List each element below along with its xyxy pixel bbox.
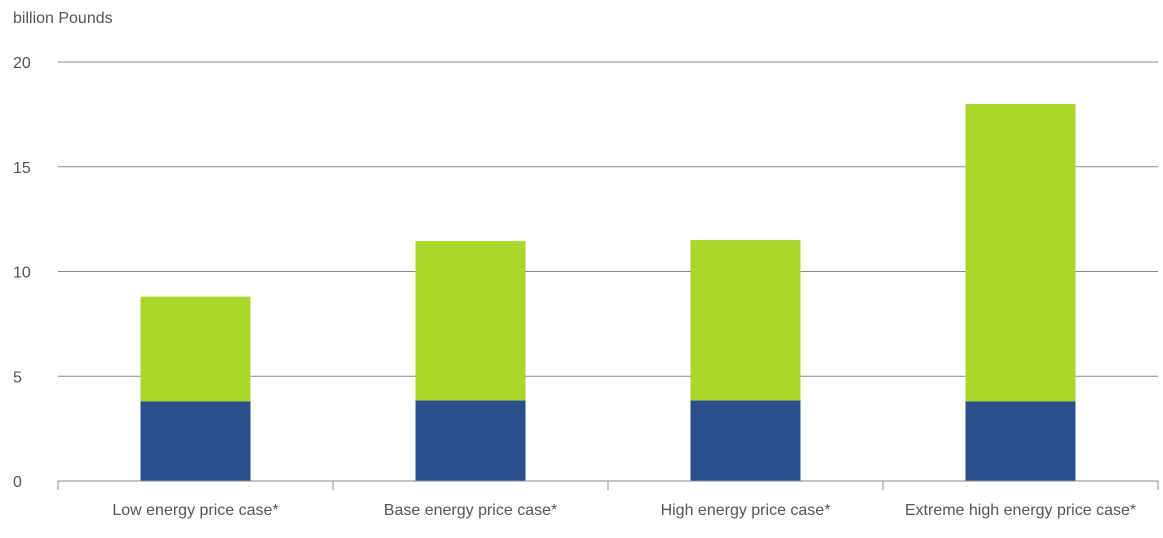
bar-segment [965,401,1076,481]
y-tick-label: 20 [13,55,31,72]
bar-segment [690,400,801,481]
y-tick-label: 10 [13,265,31,282]
bar-segment [415,241,526,401]
x-category-label: Base energy price case* [384,502,557,519]
bar-segment [965,103,1076,402]
bar-segment [415,400,526,481]
x-category-label: High energy price case* [661,502,831,519]
x-category-label: Extreme high energy price case* [905,502,1136,519]
y-tick-label: 15 [13,160,31,177]
y-tick-labels: 0 5 10 15 20 [13,55,31,491]
x-axis: Low energy price case* Base energy price … [57,480,1159,519]
y-tick-label: 0 [13,474,22,491]
bar-segment [140,401,251,481]
x-category-label: Low energy price case* [112,502,278,519]
bar-segment [140,296,251,402]
y-tick-label: 5 [13,369,22,386]
bars [140,103,1076,481]
y-axis-unit-label: billion Pounds [13,10,113,27]
bar-segment [690,240,801,401]
